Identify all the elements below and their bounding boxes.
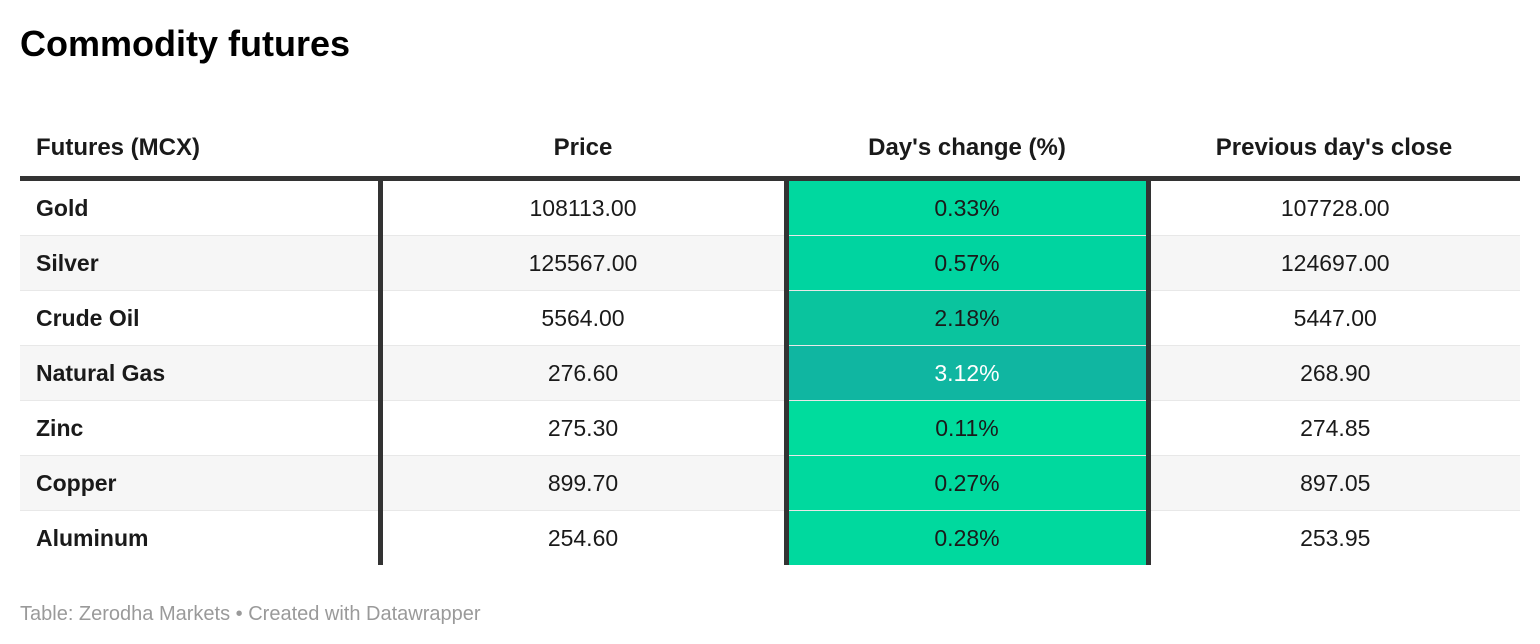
page: Commodity futures Futures (MCX) Price Da… xyxy=(0,22,1540,644)
table-body: Gold 108113.00 0.33% 107728.00 Silver 12… xyxy=(20,178,1520,565)
cell-price: 5564.00 xyxy=(380,290,789,346)
cell-prev-close: 5447.00 xyxy=(1148,290,1520,346)
cell-price: 276.60 xyxy=(380,345,789,401)
cell-future: Gold xyxy=(20,178,383,236)
cell-price: 254.60 xyxy=(380,510,789,565)
column-header-prev-close: Previous day's close xyxy=(1148,120,1520,181)
cell-change: 0.57% xyxy=(786,235,1151,291)
table-footer: Table: Zerodha Markets • Created with Da… xyxy=(20,603,481,625)
column-header-price: Price xyxy=(380,120,786,181)
table-row: Aluminum 254.60 0.28% 253.95 xyxy=(20,510,1520,565)
cell-future: Copper xyxy=(20,455,383,511)
table-header: Futures (MCX) Price Day's change (%) Pre… xyxy=(20,120,1520,181)
cell-future: Silver xyxy=(20,235,383,291)
table-row: Zinc 275.30 0.11% 274.85 xyxy=(20,400,1520,456)
cell-change: 3.12% xyxy=(786,345,1151,401)
column-header-change: Day's change (%) xyxy=(786,120,1148,181)
column-header-futures: Futures (MCX) xyxy=(20,120,380,181)
page-title: Commodity futures xyxy=(20,23,351,64)
cell-prev-close: 253.95 xyxy=(1148,510,1520,565)
cell-future: Crude Oil xyxy=(20,290,383,346)
cell-future: Zinc xyxy=(20,400,383,456)
cell-prev-close: 107728.00 xyxy=(1148,178,1520,236)
cell-change: 0.11% xyxy=(786,400,1151,456)
cell-change: 0.28% xyxy=(786,510,1151,565)
cell-change: 0.27% xyxy=(786,455,1151,511)
commodity-futures-table: Futures (MCX) Price Day's change (%) Pre… xyxy=(20,120,1520,565)
cell-prev-close: 268.90 xyxy=(1148,345,1520,401)
table-row: Natural Gas 276.60 3.12% 268.90 xyxy=(20,345,1520,401)
cell-price: 108113.00 xyxy=(380,178,789,236)
cell-prev-close: 124697.00 xyxy=(1148,235,1520,291)
cell-future: Aluminum xyxy=(20,510,383,565)
table-row: Crude Oil 5564.00 2.18% 5447.00 xyxy=(20,290,1520,346)
cell-prev-close: 897.05 xyxy=(1148,455,1520,511)
cell-change: 0.33% xyxy=(786,178,1151,236)
cell-price: 899.70 xyxy=(380,455,789,511)
cell-change: 2.18% xyxy=(786,290,1151,346)
cell-price: 125567.00 xyxy=(380,235,789,291)
table-row: Gold 108113.00 0.33% 107728.00 xyxy=(20,178,1520,236)
cell-price: 275.30 xyxy=(380,400,789,456)
table-row: Silver 125567.00 0.57% 124697.00 xyxy=(20,235,1520,291)
header-row: Futures (MCX) Price Day's change (%) Pre… xyxy=(20,120,1520,181)
table-row: Copper 899.70 0.27% 897.05 xyxy=(20,455,1520,511)
cell-prev-close: 274.85 xyxy=(1148,400,1520,456)
cell-future: Natural Gas xyxy=(20,345,383,401)
